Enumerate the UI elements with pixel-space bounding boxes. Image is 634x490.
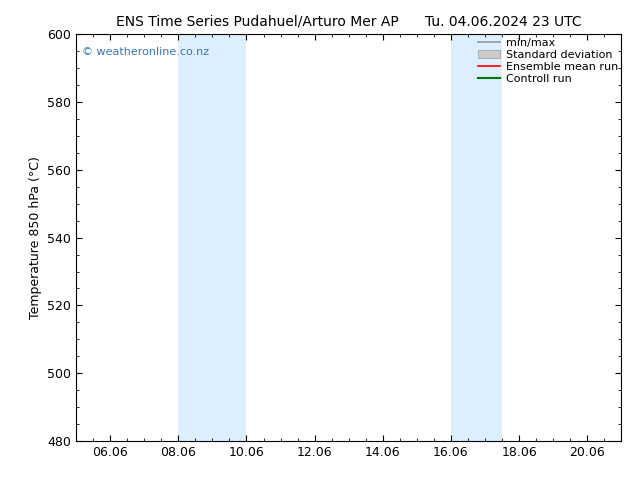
Legend: min/max, Standard deviation, Ensemble mean run, Controll run: min/max, Standard deviation, Ensemble me… [478, 38, 618, 84]
Title: ENS Time Series Pudahuel/Arturo Mer AP      Tu. 04.06.2024 23 UTC: ENS Time Series Pudahuel/Arturo Mer AP T… [116, 15, 581, 29]
Y-axis label: Temperature 850 hPa (°C): Temperature 850 hPa (°C) [29, 156, 42, 319]
Bar [178, 34, 247, 441]
Bar [451, 34, 502, 441]
Text: © weatheronline.co.nz: © weatheronline.co.nz [82, 47, 209, 56]
